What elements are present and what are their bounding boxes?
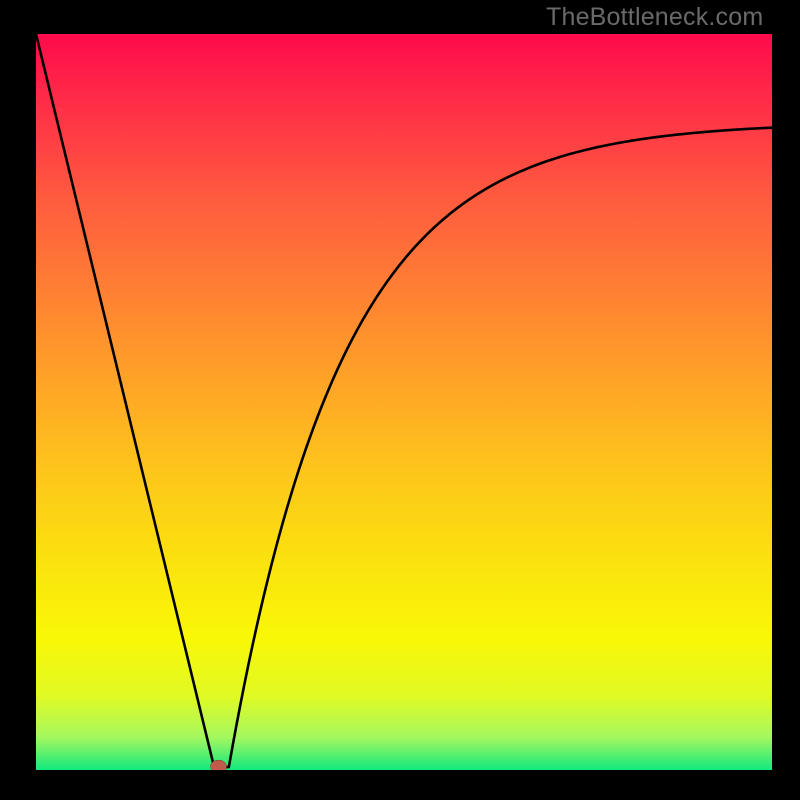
minimum-marker	[210, 760, 226, 770]
chart-svg	[36, 34, 772, 770]
gradient-background	[36, 34, 772, 770]
watermark-text: TheBottleneck.com	[546, 3, 763, 32]
plot-area	[36, 34, 772, 770]
